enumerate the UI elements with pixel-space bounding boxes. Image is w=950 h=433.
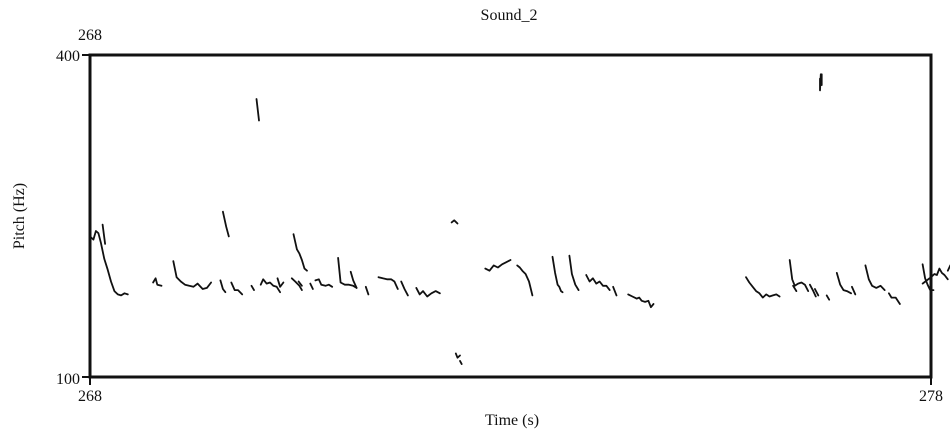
pitch-segment-11: [290, 277, 303, 292]
pitch-segment-41: [888, 292, 901, 305]
x-axis-label: Time (s): [485, 412, 539, 429]
pitch-segment-22: [450, 219, 459, 225]
pitch-segment-20: [400, 280, 409, 297]
pitch-segment-5: [221, 210, 230, 238]
pitch-segment-18: [364, 285, 370, 296]
x-tick-label-max: 278: [919, 388, 943, 405]
pitch-segment-25: [484, 259, 512, 272]
y-tick-label-min: 100: [56, 371, 80, 388]
pitch-segment-27: [551, 255, 564, 294]
pitch-segment-33: [788, 259, 810, 293]
pitch-segment-6: [230, 281, 244, 296]
pitch-segment-26: [516, 264, 534, 297]
pitch-segment-40: [864, 264, 886, 292]
pitch-segment-24: [459, 359, 463, 366]
pitch-segment-28: [568, 254, 580, 292]
pitch-segment-16: [337, 256, 358, 289]
y-axis-label: Pitch (Hz): [11, 183, 28, 249]
pitch-segment-31: [627, 293, 655, 309]
pitch-segment-42: [921, 267, 949, 285]
pitch-segment-12: [297, 280, 303, 287]
pitch-segment-9: [259, 278, 282, 294]
pitch-segment-30: [612, 285, 618, 297]
top-left-label: 268: [78, 27, 102, 44]
pitch-segment-23: [454, 352, 461, 359]
pitch-segment-34: [792, 284, 798, 293]
pitch-segment-15: [314, 278, 334, 288]
pitch-segment-4: [219, 279, 227, 294]
pitch-segment-39: [851, 285, 857, 296]
pitch-segment-14: [309, 282, 314, 290]
pitch-segment-19: [377, 276, 399, 290]
pitch-segment-36: [814, 288, 820, 297]
pitch-segment-29: [585, 274, 611, 292]
pitch-segment-0: [89, 230, 129, 297]
pitch-segment-17: [349, 270, 358, 289]
pitch-series: [89, 73, 950, 366]
pitch-segment-8: [255, 98, 260, 122]
pitch-segment-37: [825, 294, 831, 301]
pitch-segment-2: [152, 277, 163, 287]
y-tick-label-max: 400: [56, 48, 80, 65]
pitch-segment-38: [835, 271, 852, 295]
pitch-segment-35: [809, 283, 817, 298]
pitch-segment-44: [946, 264, 950, 272]
pitch-segment-1: [101, 223, 106, 245]
pitch-segment-7: [250, 284, 255, 292]
pitch-segment-10: [276, 277, 285, 288]
chart-title: Sound_2: [481, 7, 538, 24]
pitch-segment-3: [172, 260, 213, 290]
pitch-segment-45: [819, 73, 823, 92]
pitch-segment-32: [745, 276, 781, 299]
x-tick-label-min: 268: [78, 388, 102, 405]
plot-frame: [88, 53, 933, 379]
pitch-segment-21: [415, 286, 441, 298]
pitch-segment-13: [292, 233, 308, 272]
